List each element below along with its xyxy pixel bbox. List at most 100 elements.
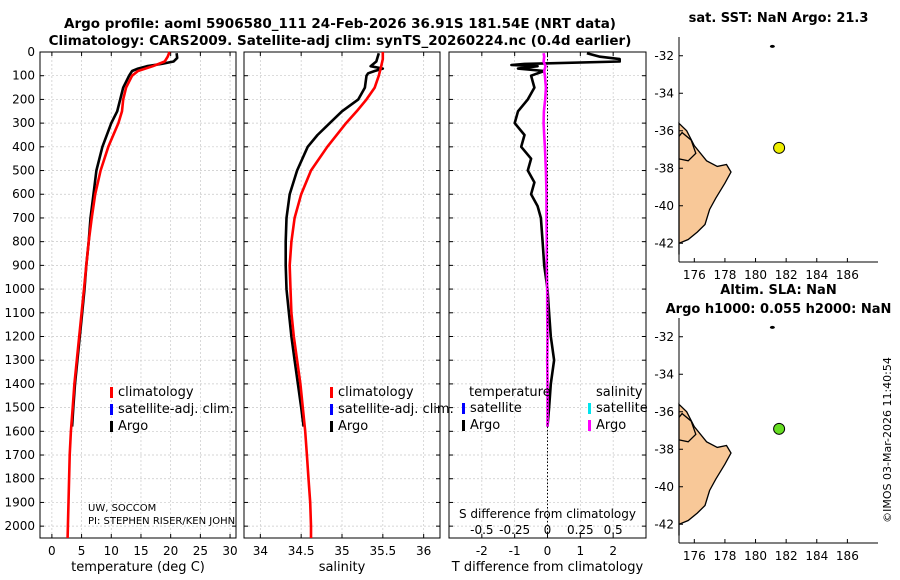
sst-map-panel: sat. SST: NaN Argo: 21.3 176 178 180 182 184 1…: [654, 11, 878, 282]
y-tick-label: 1800: [4, 472, 35, 486]
x-tick-label: 25: [193, 544, 208, 558]
y-tick-label: 1200: [4, 329, 35, 343]
coastline: [678, 412, 697, 443]
x-tick-label: 30: [222, 544, 237, 558]
map-x-tick-label: 180: [744, 549, 767, 563]
land-mass: [678, 402, 732, 536]
series-line-t-diff-argo: [510, 51, 622, 427]
x-tick-label: -2: [476, 544, 488, 558]
map-title: sat. SST: NaN Argo: 21.3: [689, 11, 869, 26]
legend-swatch: [330, 421, 333, 432]
x-tick-label: 2: [609, 544, 617, 558]
map-y-tick-label: -40: [654, 199, 674, 213]
temperature-panel: 0100200300400500600700800900100011001200…: [4, 45, 237, 575]
y-tick-label: 1600: [4, 424, 35, 438]
legend-label: Argo: [596, 418, 626, 433]
difference-panel: -2 -1 0 1 2 T difference from climatology S di…: [448, 51, 648, 575]
legend-label: satellite-adj. clim.: [338, 402, 454, 417]
series-line-s-diff-argo: [542, 52, 549, 427]
x-tick-label: 34: [253, 544, 268, 558]
series-line-climatology: [66, 51, 171, 539]
title-line-2: Climatology: CARS2009. Satellite-adj cli…: [49, 33, 632, 49]
x-tick-label: 34.5: [288, 544, 315, 558]
map-x-tick-label: 176: [683, 549, 706, 563]
x-tick-label: 20: [163, 544, 178, 558]
legend-swatch: [588, 420, 591, 431]
map-y-tick-label: -38: [654, 161, 674, 175]
credit-line-2: PI: STEPHEN RISER/KEN JOHN: [88, 516, 235, 527]
series-line-argo: [284, 52, 385, 427]
profile-location-marker: [773, 141, 786, 154]
legend-swatch: [462, 403, 465, 414]
map-x-tick-label: 176: [683, 268, 706, 282]
y-tick-label: 1700: [4, 448, 35, 462]
legend-label: satellite-adj. clim.: [118, 402, 234, 417]
y-tick-label: 1900: [4, 495, 35, 509]
map-y-tick-label: -42: [654, 517, 674, 531]
credit-line-1: UW, SOCCOM: [88, 503, 156, 514]
y-tick-label: 200: [12, 92, 35, 106]
legend-label: Argo: [118, 419, 148, 434]
y-tick-label: 400: [12, 140, 35, 154]
map-y-tick-label: -40: [654, 480, 674, 494]
y-tick-label: 900: [12, 258, 35, 272]
s-tick-label: 0: [544, 523, 552, 537]
credit-text: UW, SOCCOM PI: STEPHEN RISER/KEN JOHN: [88, 503, 235, 527]
map-x-tick-label: 178: [713, 549, 736, 563]
y-tick-label: 700: [12, 211, 35, 225]
x-tick-label: 36: [416, 544, 431, 558]
y-tick-label: 600: [12, 187, 35, 201]
legend-label: climatology: [338, 385, 414, 400]
legend-title-temperature: temperature: [469, 385, 551, 400]
map-x-tick-label: 182: [775, 549, 798, 563]
legend-title-salinity: salinity: [596, 385, 643, 400]
figure-titles: Argo profile: aoml 5906580_111 24-Feb-20…: [49, 16, 632, 49]
legend-swatch: [110, 387, 113, 398]
legend-swatch: [330, 404, 333, 415]
x-tick-label: 15: [133, 544, 148, 558]
x-tick-label: 0: [544, 544, 552, 558]
map-y-tick-label: -34: [654, 367, 674, 381]
legend-swatch: [588, 403, 591, 414]
map-x-tick-label: 184: [805, 549, 828, 563]
map-y-tick-label: -32: [654, 49, 674, 63]
map-y-tick-label: -32: [654, 330, 674, 344]
x-tick-label: 1: [577, 544, 585, 558]
map-y-tick-label: -34: [654, 86, 674, 100]
x-tick-label: 5: [78, 544, 86, 558]
land-mass: [678, 121, 732, 255]
map-x-tick-label: 178: [713, 268, 736, 282]
x-tick-label: 35.5: [369, 544, 396, 558]
x-tick-label: 0: [48, 544, 56, 558]
x-tick-label: 10: [104, 544, 119, 558]
s-tick-label: -0.25: [499, 523, 530, 537]
salinity-panel: 34 34.5 35 35.5 36 salinity climatology satelli…: [243, 51, 454, 575]
legend-label: satellite: [470, 401, 522, 416]
legend-label: satellite: [596, 401, 648, 416]
map-y-tick-label: -36: [654, 124, 674, 138]
y-tick-label: 2000: [4, 519, 35, 533]
map-x-tick-label: 180: [744, 268, 767, 282]
y-tick-label: 1000: [4, 282, 35, 296]
island: [769, 44, 775, 48]
x-axis-label: salinity: [319, 560, 366, 575]
y-tick-label: 0: [27, 45, 35, 59]
coastline: [678, 131, 697, 162]
map-y-tick-label: -38: [654, 442, 674, 456]
series-line-climatology: [288, 52, 385, 538]
x-axis-label: temperature (deg C): [71, 560, 205, 575]
x-tick-label: -1: [509, 544, 521, 558]
s-tick-label: -0.5: [470, 523, 493, 537]
map-x-tick-label: 184: [805, 268, 828, 282]
y-tick-label: 500: [12, 164, 35, 178]
map-y-tick-label: -36: [654, 405, 674, 419]
map-x-tick-label: 186: [836, 549, 859, 563]
y-tick-label: 800: [12, 235, 35, 249]
y-tick-label: 1500: [4, 401, 35, 415]
island: [769, 325, 775, 329]
map-x-tick-label: 182: [775, 268, 798, 282]
legend-swatch: [462, 420, 465, 431]
legend-label: Argo: [338, 419, 368, 434]
legend-swatch: [110, 421, 113, 432]
legend-swatch: [110, 404, 113, 415]
